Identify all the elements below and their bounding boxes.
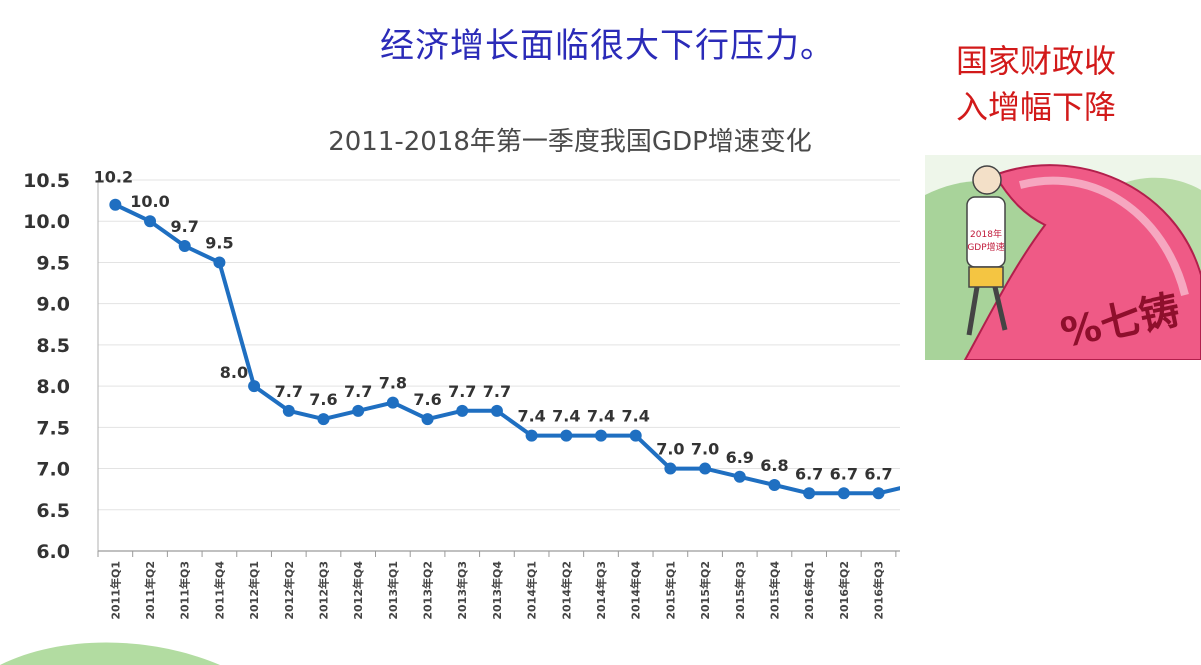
data-point bbox=[699, 462, 712, 475]
data-point bbox=[560, 429, 573, 442]
data-label: 7.0 bbox=[656, 440, 684, 459]
y-tick-label: 10.0 bbox=[23, 211, 70, 233]
x-tick-label: 2011年Q4 bbox=[212, 561, 226, 620]
data-point bbox=[490, 404, 503, 417]
data-label: 6.8 bbox=[760, 456, 788, 475]
data-point bbox=[525, 429, 538, 442]
cartoon-runner-legs bbox=[966, 286, 1008, 336]
data-point bbox=[803, 487, 816, 500]
data-point bbox=[595, 429, 607, 442]
data-point bbox=[144, 215, 157, 228]
decorative-green-wave bbox=[0, 642, 220, 665]
data-labels: 10.2 10.09.7 9.5 8.0 7.7 7.6 7.7 7.8 7.6 7.7 7.7 7.… bbox=[94, 168, 900, 484]
x-tick-label: 2011年Q3 bbox=[178, 561, 192, 620]
x-tick-label: 2015年Q1 bbox=[663, 561, 677, 620]
x-tick-label: 2012年Q3 bbox=[316, 561, 330, 620]
data-label: 6.9 bbox=[726, 448, 754, 467]
data-label: 9.5 bbox=[205, 233, 233, 252]
data-point bbox=[664, 462, 677, 475]
cartoon-runner-head bbox=[972, 165, 1002, 195]
data-point bbox=[352, 404, 365, 417]
data-label: 7.7 bbox=[275, 382, 303, 401]
x-tick-label: 2012年Q2 bbox=[282, 561, 296, 620]
x-tick-label: 2013年Q2 bbox=[421, 561, 435, 620]
x-tick-label: 2011年Q1 bbox=[108, 561, 122, 620]
data-point bbox=[248, 380, 261, 393]
data-label: 6.7 bbox=[795, 464, 823, 483]
x-tick-label: 2011年Q2 bbox=[143, 561, 157, 620]
x-tick-label: 2012年Q4 bbox=[351, 561, 365, 620]
x-tick-label: 2013年Q3 bbox=[455, 561, 469, 620]
chart-grid bbox=[97, 179, 900, 557]
x-tick-label: 2014年Q1 bbox=[525, 561, 539, 620]
data-point bbox=[872, 487, 885, 500]
y-tick-label: 6.5 bbox=[36, 500, 70, 522]
y-tick-label: 8.0 bbox=[36, 376, 70, 398]
data-label: 10.2 bbox=[94, 168, 133, 187]
runner-cartoon: 2018年 GDP增速 %七铸 bbox=[925, 155, 1201, 360]
x-tick-label: 2016年Q2 bbox=[837, 561, 851, 620]
data-point bbox=[421, 413, 434, 426]
y-tick-label: 7.0 bbox=[36, 459, 70, 481]
data-point bbox=[837, 487, 850, 500]
chart-title: 2011-2018年第一季度我国GDP增速变化 bbox=[328, 127, 812, 157]
x-tick-label: 2014年Q4 bbox=[629, 561, 643, 620]
data-point bbox=[733, 470, 746, 483]
data-point bbox=[629, 429, 642, 442]
y-tick-label: 7.5 bbox=[36, 417, 70, 439]
data-point bbox=[317, 413, 330, 426]
data-label: 7.4 bbox=[517, 407, 545, 426]
side-caption: 国家财政收 入增幅下降 bbox=[926, 38, 1146, 130]
x-tick-label: 2015年Q4 bbox=[767, 561, 781, 620]
y-tick-label: 10.5 bbox=[23, 170, 70, 192]
data-label: 6.8 bbox=[899, 456, 900, 475]
data-label: 7.4 bbox=[552, 407, 580, 426]
cartoon-arrow-stripe bbox=[1018, 176, 1189, 296]
x-tick-label: 2016年Q1 bbox=[802, 561, 816, 620]
cartoon-runner-shorts bbox=[968, 266, 1004, 288]
y-tick-label: 9.5 bbox=[36, 252, 70, 274]
data-label: 6.7 bbox=[864, 464, 892, 483]
y-tick-label: 9.0 bbox=[36, 294, 70, 316]
cartoon-bib-year: 2018年 bbox=[970, 228, 1002, 240]
x-tick-label: 2013年Q1 bbox=[386, 561, 400, 620]
x-tick-label: 2016年Q3 bbox=[872, 561, 886, 620]
data-label: 7.7 bbox=[483, 382, 511, 401]
data-label: 7.4 bbox=[622, 407, 650, 426]
side-caption-line-2: 入增幅下降 bbox=[955, 88, 1116, 126]
data-point bbox=[282, 404, 295, 417]
y-tick-label: 6.0 bbox=[36, 541, 70, 563]
data-label: 6.7 bbox=[830, 464, 858, 483]
data-label: 7.7 bbox=[344, 382, 372, 401]
data-label: 8.0 bbox=[220, 363, 248, 382]
side-caption-line-1: 国家财政收 bbox=[955, 42, 1116, 80]
series-points bbox=[109, 198, 885, 500]
data-label: 7.0 bbox=[691, 440, 719, 459]
x-axis-ticks: 2011年Q1 2011年Q2 2011年Q3 2011年Q4 2012年Q1 2012年… bbox=[108, 561, 886, 620]
x-tick-label: 2015年Q3 bbox=[733, 561, 747, 620]
data-point bbox=[109, 198, 122, 211]
x-tick-label: 2015年Q2 bbox=[698, 561, 712, 620]
x-tick-label: 2012年Q1 bbox=[247, 561, 261, 620]
y-axis-ticks: 10.5 10.0 9.5 9.0 8.5 8.0 7.5 7.0 6.5 6.0 bbox=[23, 170, 70, 563]
x-tick-label: 2014年Q3 bbox=[594, 561, 608, 620]
data-label: 7.6 bbox=[413, 390, 441, 409]
data-label: 7.6 bbox=[309, 390, 337, 409]
data-label: 9.7 bbox=[171, 217, 199, 236]
data-label: 7.4 bbox=[587, 407, 615, 426]
x-tick-label: 2014年Q2 bbox=[559, 561, 573, 620]
data-label: 10.0 bbox=[130, 192, 169, 211]
x-tick-label: 2013年Q4 bbox=[490, 561, 504, 620]
data-point bbox=[768, 479, 781, 492]
cartoon-bib-text: GDP增速 bbox=[967, 241, 1004, 253]
gdp-line-chart: 2011-2018年第一季度我国GDP增速变化 10.5 10.0 9.5 9.0 8.… bbox=[23, 127, 900, 620]
headline: 经济增长面临很大下行压力。 bbox=[380, 26, 835, 66]
data-point bbox=[456, 404, 469, 417]
y-tick-label: 8.5 bbox=[36, 335, 70, 357]
data-label: 7.7 bbox=[448, 382, 476, 401]
data-point bbox=[213, 256, 226, 269]
data-label: 7.8 bbox=[379, 374, 407, 393]
data-point bbox=[178, 239, 191, 252]
data-point bbox=[386, 396, 399, 409]
